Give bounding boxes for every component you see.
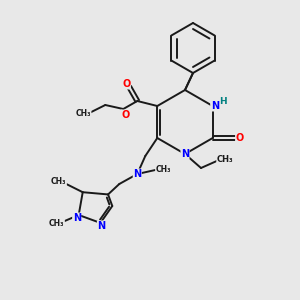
Text: CH₃: CH₃ [217,155,233,164]
Text: O: O [236,133,244,143]
Text: CH₃: CH₃ [155,166,171,175]
Text: N: N [211,101,219,111]
Text: O: O [121,110,129,120]
Text: N: N [133,169,141,179]
Text: N: N [73,213,81,223]
Text: O: O [122,79,130,89]
Text: CH₃: CH₃ [76,109,91,118]
Text: CH₃: CH₃ [49,220,64,229]
Text: N: N [98,221,106,231]
Text: H: H [219,98,226,106]
Text: CH₃: CH₃ [51,177,67,186]
Text: N: N [181,149,189,159]
